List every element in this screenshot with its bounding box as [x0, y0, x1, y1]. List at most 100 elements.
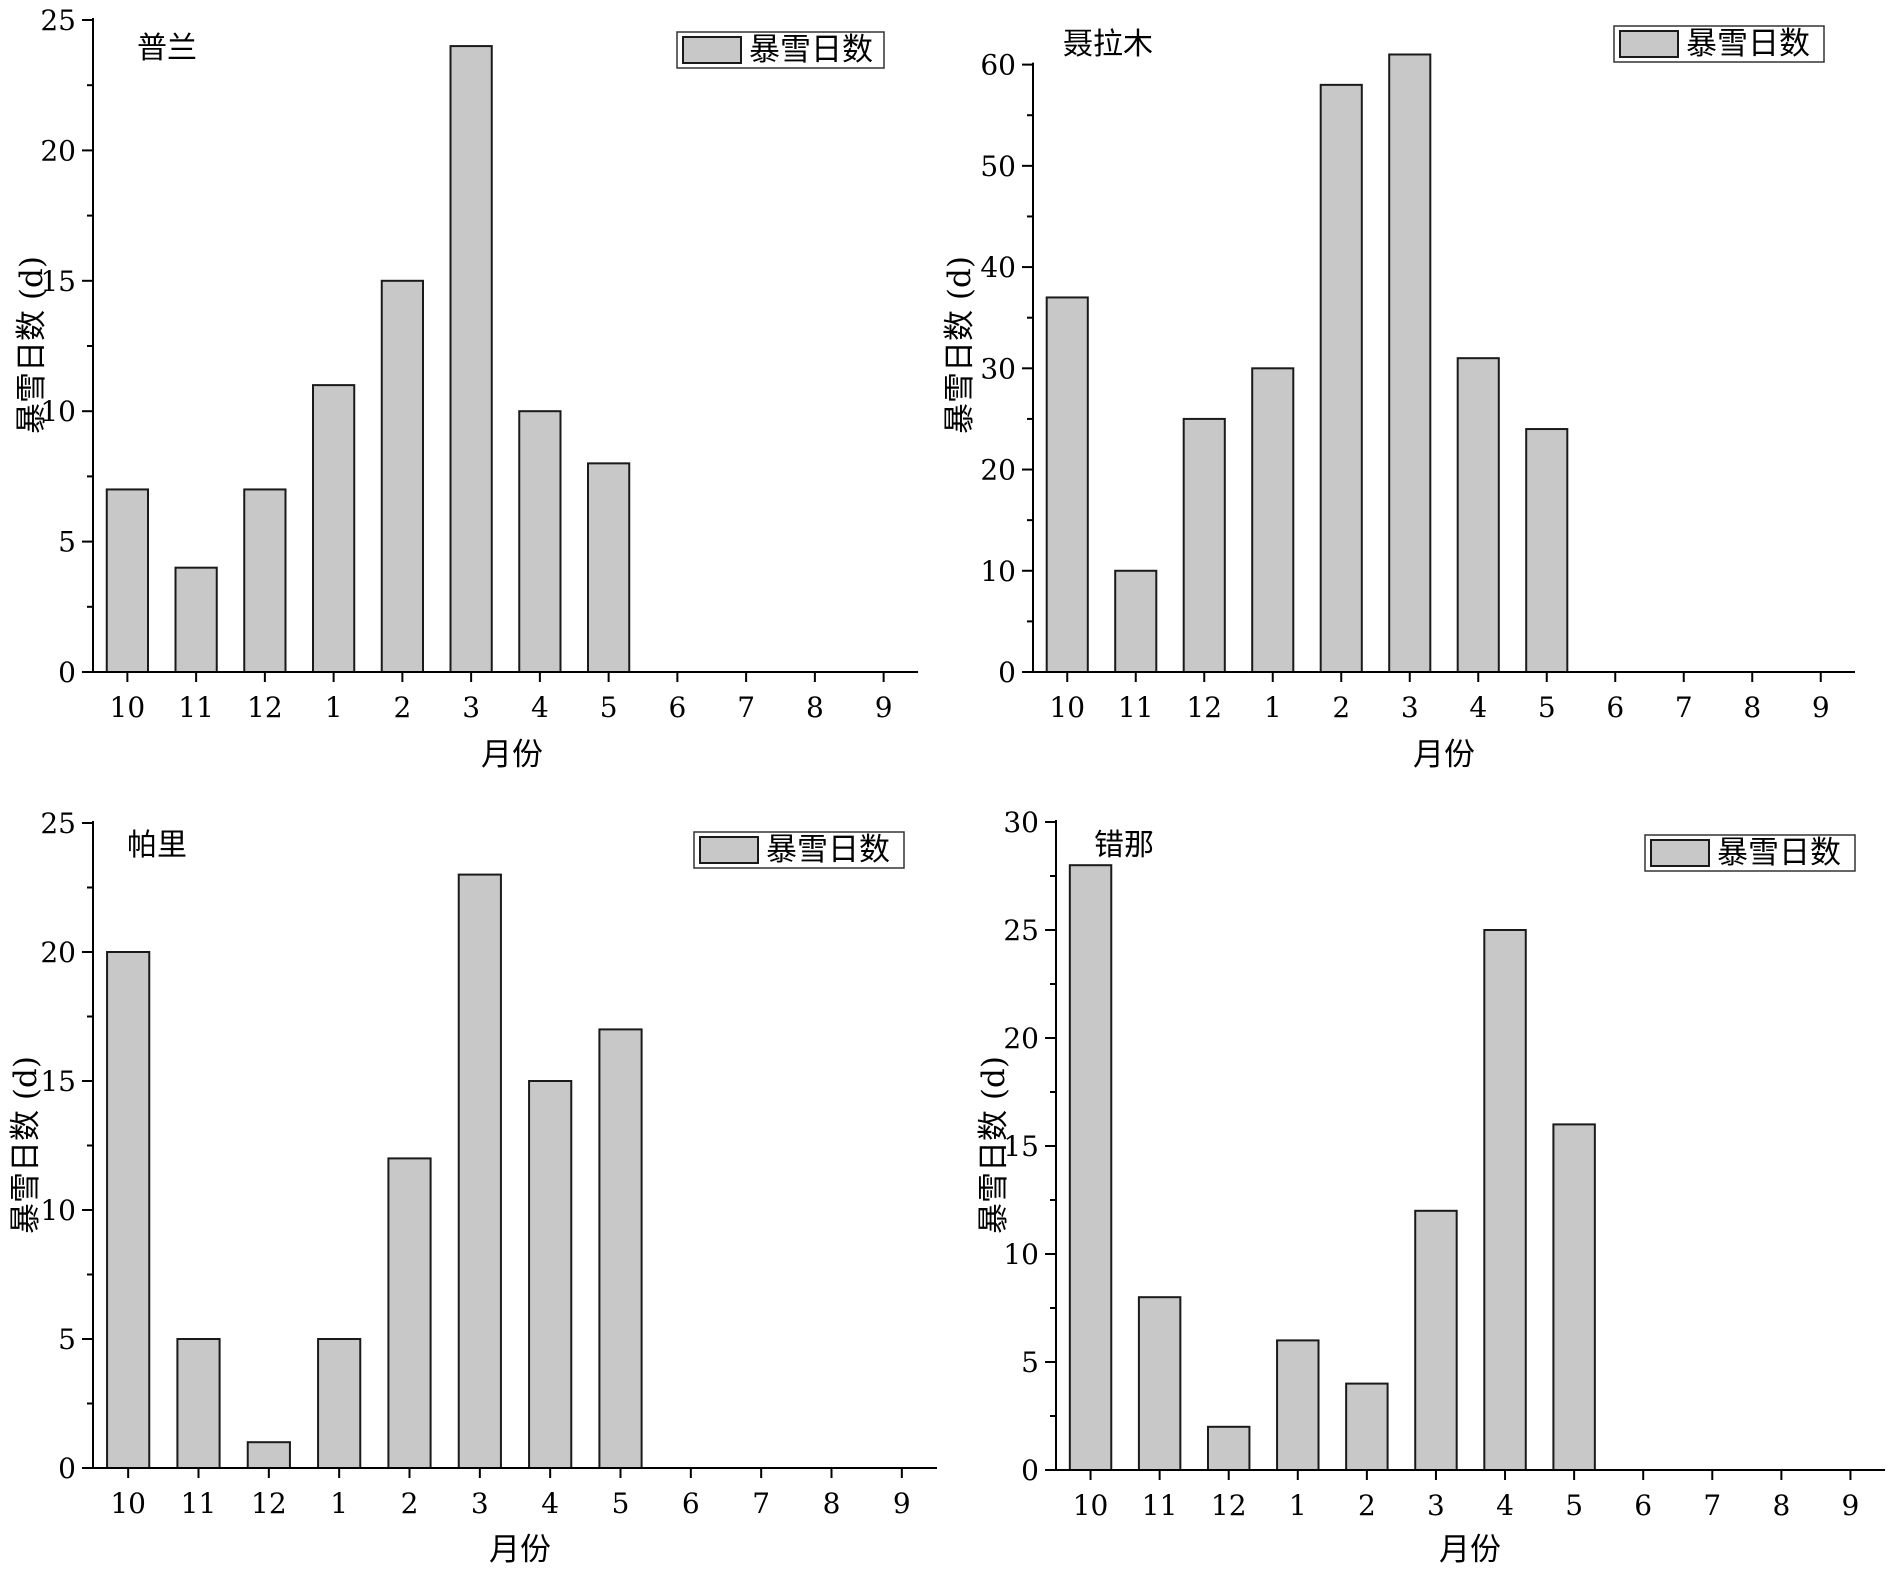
- legend: 暴雪日数: [1613, 25, 1825, 63]
- bar-11: [174, 566, 218, 673]
- legend-swatch: [1619, 30, 1679, 58]
- x-tick-label: 3: [471, 1487, 489, 1520]
- y-tick-label: 30: [1003, 806, 1039, 839]
- bar-11: [1137, 1296, 1182, 1471]
- x-tick-label: 5: [1565, 1489, 1583, 1522]
- y-tick-label: 20: [1003, 1022, 1039, 1055]
- x-tick-label: 2: [401, 1487, 419, 1520]
- y-tick-label: 30: [980, 352, 1016, 385]
- x-tick-label: 10: [110, 1487, 146, 1520]
- y-axis-title: 暴雪日数 (d): [976, 1056, 1012, 1234]
- bar-1: [1251, 367, 1295, 673]
- x-tick-label: 2: [393, 691, 411, 724]
- legend-swatch: [682, 36, 742, 64]
- panel-title: 错那: [1094, 828, 1154, 863]
- bar-2: [387, 1157, 432, 1470]
- bar-5: [1552, 1123, 1596, 1472]
- x-axis-title: 月份: [1413, 737, 1475, 773]
- y-tick-label: 25: [40, 807, 76, 840]
- bar-4: [528, 1080, 573, 1469]
- x-tick-label: 8: [1743, 691, 1761, 724]
- x-tick-label: 11: [1142, 1489, 1178, 1522]
- x-tick-label: 6: [668, 691, 686, 724]
- y-axis-title: 暴雪日数 (d): [14, 256, 50, 434]
- x-tick-label: 1: [330, 1487, 348, 1520]
- x-tick-label: 1: [325, 691, 343, 724]
- y-tick-label: 5: [1021, 1346, 1039, 1379]
- bar-12: [1182, 417, 1226, 673]
- x-tick-label: 3: [1401, 691, 1419, 724]
- bar-5: [587, 462, 631, 673]
- x-tick-label: 8: [823, 1487, 841, 1520]
- x-tick-label: 11: [181, 1487, 217, 1520]
- bar-2: [1345, 1382, 1389, 1471]
- x-tick-label: 1: [1264, 691, 1282, 724]
- x-tick-label: 9: [1812, 691, 1830, 724]
- panel-title: 普兰: [137, 31, 197, 66]
- bar-3: [1388, 53, 1432, 673]
- x-tick-label: 2: [1332, 691, 1350, 724]
- y-tick-label: 25: [40, 4, 76, 37]
- bar-3: [449, 45, 493, 673]
- y-axis-title: 暴雪日数 (d): [942, 256, 978, 434]
- x-tick-label: 11: [1118, 691, 1154, 724]
- bar-5: [1525, 428, 1569, 673]
- x-tick-label: 3: [1427, 1489, 1445, 1522]
- y-tick-label: 15: [1003, 1130, 1039, 1163]
- y-tick-label: 0: [58, 1452, 76, 1485]
- legend: 暴雪日数: [693, 831, 905, 869]
- x-tick-label: 4: [1496, 1489, 1514, 1522]
- x-tick-label: 6: [682, 1487, 700, 1520]
- x-tick-label: 6: [1634, 1489, 1652, 1522]
- x-tick-label: 5: [1538, 691, 1556, 724]
- x-tick-label: 8: [1772, 1489, 1790, 1522]
- y-tick-label: 50: [980, 150, 1016, 183]
- x-tick-label: 5: [600, 691, 618, 724]
- bar-10: [106, 951, 151, 1469]
- x-tick-label: 2: [1358, 1489, 1376, 1522]
- legend-label: 暴雪日数: [1717, 835, 1841, 871]
- bar-12: [1206, 1425, 1251, 1472]
- x-tick-label: 12: [247, 691, 283, 724]
- y-tick-label: 15: [40, 265, 76, 298]
- bar-12: [246, 1441, 291, 1469]
- y-tick-label: 0: [1021, 1454, 1039, 1487]
- bar-3: [1414, 1209, 1458, 1472]
- legend-swatch: [699, 836, 759, 864]
- x-axis-title: 月份: [1439, 1532, 1501, 1568]
- x-tick-label: 10: [110, 691, 146, 724]
- legend-label: 暴雪日数: [749, 32, 873, 68]
- bar-10: [1068, 864, 1113, 1471]
- y-tick-label: 5: [58, 526, 76, 559]
- x-tick-label: 4: [1469, 691, 1487, 724]
- bar-11: [176, 1338, 221, 1469]
- bar-10: [1045, 296, 1089, 673]
- x-axis-title: 月份: [481, 737, 543, 773]
- legend-label: 暴雪日数: [766, 832, 890, 868]
- bar-2: [1319, 83, 1363, 674]
- y-tick-label: 0: [58, 656, 76, 689]
- x-axis-title: 月份: [489, 1532, 551, 1568]
- x-tick-label: 7: [1675, 691, 1693, 724]
- x-tick-label: 1: [1289, 1489, 1307, 1522]
- x-tick-label: 11: [178, 691, 214, 724]
- y-tick-label: 10: [40, 395, 76, 428]
- x-tick-label: 6: [1606, 691, 1624, 724]
- y-tick-label: 15: [40, 1065, 76, 1098]
- y-tick-label: 20: [40, 134, 76, 167]
- legend-swatch: [1650, 839, 1710, 867]
- bar-4: [1456, 357, 1500, 673]
- bar-5: [598, 1028, 643, 1470]
- y-tick-label: 10: [40, 1194, 76, 1227]
- y-tick-label: 60: [980, 49, 1016, 82]
- panel-title: 聂拉木: [1063, 27, 1153, 62]
- x-tick-label: 7: [737, 691, 755, 724]
- y-tick-label: 10: [980, 555, 1016, 588]
- bar-1: [1276, 1339, 1320, 1472]
- x-tick-label: 7: [752, 1487, 770, 1520]
